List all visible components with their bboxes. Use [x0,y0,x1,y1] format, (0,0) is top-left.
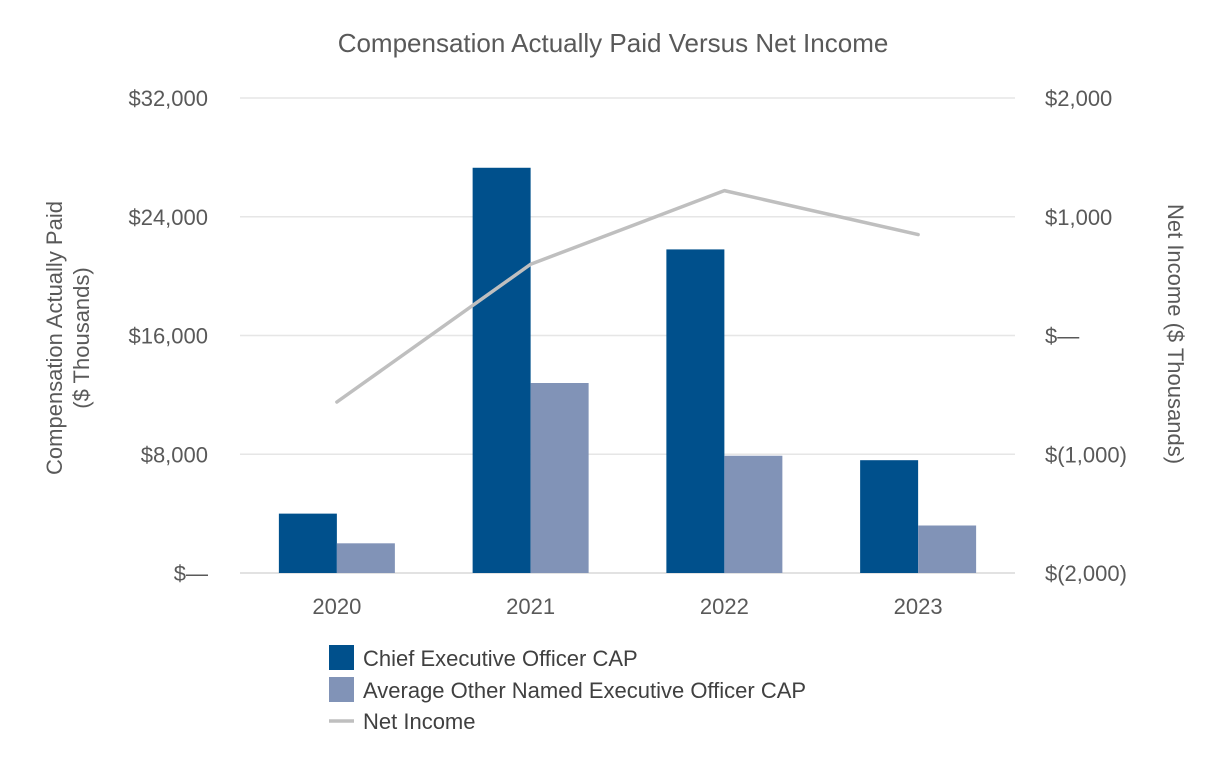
x-axis-ticks: 2020 2021 2022 2023 [312,594,942,619]
bar-neo-cap [336,543,395,573]
x-tick-label: 2022 [700,594,749,619]
bars [278,167,977,573]
left-tick-label: $— [174,561,208,586]
left-tick-label: $24,000 [128,205,208,230]
chart-title: Compensation Actually Paid Versus Net In… [338,28,889,58]
right-tick-label: $(1,000) [1045,442,1127,467]
right-axis-title: Net Income ($ Thousands) [1163,204,1188,464]
legend-swatch-neo-cap [329,677,354,702]
right-tick-label: $(2,000) [1045,561,1127,586]
left-axis-title-line1: Compensation Actually Paid [42,201,67,475]
left-axis-title-line2: ($ Thousands) [69,267,94,408]
bar-neo-cap [918,525,977,573]
legend-label-ceo-cap: Chief Executive Officer CAP [363,646,638,671]
x-tick-label: 2020 [312,594,361,619]
left-tick-label: $16,000 [128,324,208,349]
x-tick-label: 2023 [894,594,943,619]
legend: Chief Executive Officer CAP Average Othe… [329,645,806,734]
left-tick-label: $32,000 [128,86,208,111]
bar-ceo-cap [278,513,337,573]
bar-neo-cap [724,455,783,573]
right-tick-label: $2,000 [1045,86,1112,111]
net-income-line-layer [335,188,920,404]
legend-swatch-ceo-cap [329,645,354,670]
bar-neo-cap [530,383,589,573]
net-income-line [335,188,920,404]
legend-label-neo-cap: Average Other Named Executive Officer CA… [363,678,806,703]
bar-ceo-cap [666,249,725,573]
legend-label-net-income: Net Income [363,709,476,734]
right-tick-label: $1,000 [1045,205,1112,230]
right-axis-ticks: $(2,000) $(1,000) $— $1,000 $2,000 [1045,86,1127,586]
x-tick-label: 2021 [506,594,555,619]
left-axis-ticks: $— $8,000 $16,000 $24,000 $32,000 [128,86,208,586]
bar-ceo-cap [860,460,919,573]
left-tick-label: $8,000 [141,442,208,467]
right-tick-label: $— [1045,324,1079,349]
bar-ceo-cap [472,167,531,573]
